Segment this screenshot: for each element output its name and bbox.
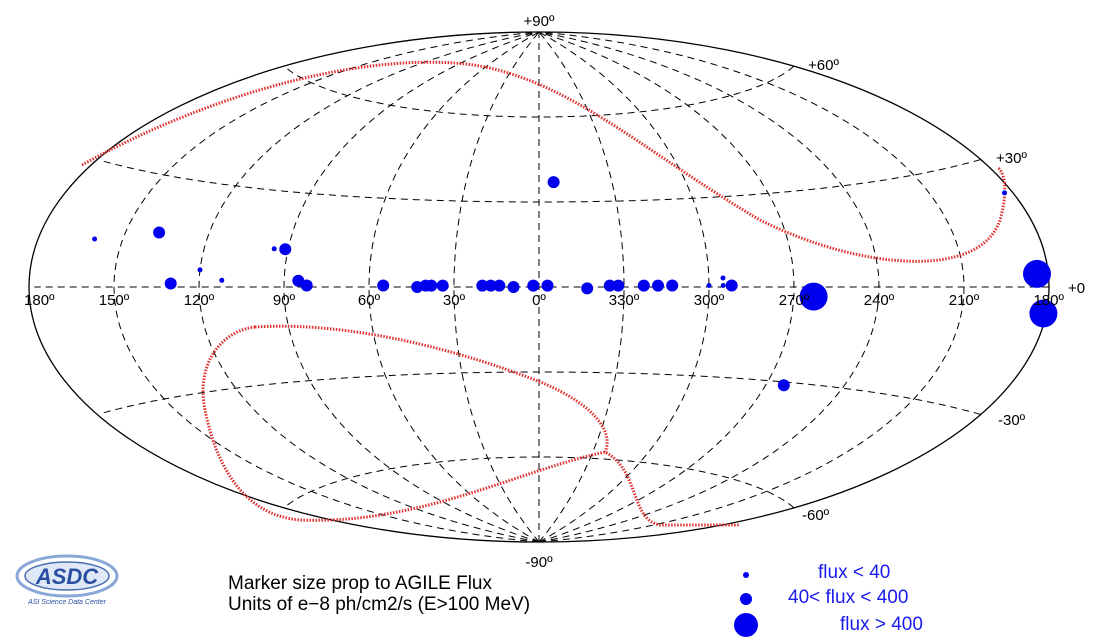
longitude-tick-label: 330º <box>609 292 640 309</box>
longitude-tick-label: 0º <box>532 292 546 309</box>
longitude-tick-label: 240º <box>864 292 895 309</box>
source-marker <box>652 279 664 292</box>
source-marker <box>279 243 292 256</box>
exposure-boundary-south <box>201 325 740 527</box>
longitude-tick-label: 120º <box>184 292 215 309</box>
latitude-tick-label: -30º <box>998 412 1026 429</box>
latitude-tick-label: -90º <box>525 554 553 571</box>
legend-marker-small <box>743 572 749 578</box>
legend-row-medium: 40< flux < 400 <box>730 587 980 611</box>
legend-marker-medium <box>740 593 752 605</box>
source-marker <box>637 279 650 292</box>
source-marker <box>581 282 594 295</box>
caption-line-2: Units of e−8 ph/cm2/s (E>100 MeV) <box>228 594 531 615</box>
source-marker <box>164 277 177 290</box>
source-marker <box>541 279 554 292</box>
longitude-tick-label: 60º <box>358 292 381 309</box>
source-marker <box>377 279 390 292</box>
longitude-tick-label: 30º <box>443 292 466 309</box>
latitude-tick-label: +30º <box>996 150 1027 167</box>
tick-labels: 180º 150º 120º 90º 60º 30º 0º 330º 300º 270º 240º 2… <box>24 13 1085 571</box>
source-marker <box>92 236 98 242</box>
latitude-tick-label: +60º <box>808 57 839 74</box>
source-marker <box>1029 299 1058 328</box>
source-marker <box>1023 259 1051 288</box>
parallel-line <box>101 371 981 415</box>
source-marker <box>547 176 560 189</box>
legend-row-large: flux > 400 <box>730 611 980 637</box>
source-marker <box>603 279 616 292</box>
legend-marker-large <box>734 613 758 637</box>
exposure-boundary-south-upper <box>254 324 609 453</box>
flux-legend: flux < 40 40< flux < 400 flux > 400 <box>730 560 980 637</box>
exposure-boundary-north <box>81 60 1007 263</box>
source-marker <box>507 281 520 293</box>
longitude-tick-label: 150º <box>99 292 130 309</box>
source-marker <box>777 379 790 392</box>
meridian-line <box>538 31 625 543</box>
parallel-line <box>285 456 795 509</box>
source-marker <box>706 283 712 288</box>
source-marker <box>425 279 438 292</box>
longitude-tick-label: 180º <box>1033 292 1064 309</box>
exposure-boundaries <box>81 60 1007 527</box>
longitude-tick-label: 180º <box>24 292 55 309</box>
caption-line-1: Marker size prop to AGILE Flux <box>228 573 492 594</box>
source-marker <box>725 279 738 292</box>
source-marker <box>197 267 203 273</box>
legend-label-large: flux > 400 <box>840 614 923 635</box>
source-marker <box>436 279 449 292</box>
source-marker <box>720 275 726 281</box>
source-marker <box>484 279 497 292</box>
longitude-tick-label: 300º <box>694 292 725 309</box>
source-marker <box>720 283 726 288</box>
source-marker <box>219 277 225 283</box>
parallel-line <box>101 159 981 203</box>
asdc-logo: ASDC ASI Science Data Center <box>12 548 122 620</box>
caption: Marker size prop to AGILE Flux Units of … <box>228 573 530 615</box>
latitude-tick-label: +0 <box>1068 280 1085 297</box>
source-marker <box>612 279 625 292</box>
source-marker <box>300 279 313 292</box>
source-marker <box>476 279 489 292</box>
longitude-tick-label: 270º <box>779 292 810 309</box>
source-marker <box>1037 273 1043 279</box>
longitude-tick-label: 210º <box>949 292 980 309</box>
parallel-line <box>285 65 795 118</box>
source-markers <box>92 176 1058 392</box>
source-marker <box>493 279 506 292</box>
legend-row-small: flux < 40 <box>730 562 980 586</box>
logo-text: ASDC <box>35 564 99 589</box>
source-marker <box>799 282 828 311</box>
source-marker <box>666 279 679 292</box>
longitude-tick-label: 90º <box>273 292 296 309</box>
latitude-tick-label: -60º <box>802 507 830 524</box>
legend-label-small: flux < 40 <box>818 562 891 583</box>
source-marker <box>527 279 540 292</box>
latitude-tick-label: +90º <box>524 13 555 30</box>
logo-subtext: ASI Science Data Center <box>27 599 106 606</box>
source-marker <box>271 246 277 252</box>
source-marker <box>153 226 166 239</box>
legend-label-medium: 40< flux < 400 <box>788 587 909 608</box>
source-marker <box>1002 190 1007 196</box>
